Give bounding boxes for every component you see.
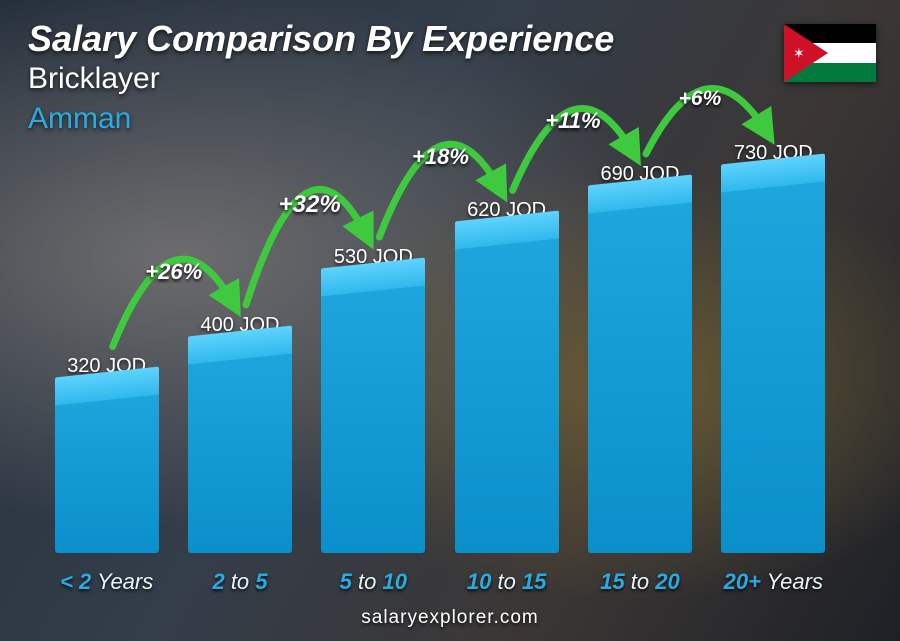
- increment-label: +6%: [679, 87, 722, 111]
- x-category: < 2 Years: [40, 569, 173, 595]
- bar-3: 620 JOD: [440, 199, 573, 553]
- x-category: 2 to 5: [173, 569, 306, 595]
- bar-shape: [455, 230, 559, 553]
- bar-shape: [188, 345, 292, 553]
- chart-title: Salary Comparison By Experience: [28, 18, 614, 60]
- bar-0: 320 JOD: [40, 355, 173, 553]
- bar-2: 530 JOD: [307, 246, 440, 553]
- bar-shape: [588, 194, 692, 553]
- chart-canvas: Salary Comparison By Experience Bricklay…: [0, 0, 900, 641]
- x-category: 15 to 20: [573, 569, 706, 595]
- bar-shape: [721, 173, 825, 553]
- bar-shape: [55, 386, 159, 553]
- x-category: 20+ Years: [707, 569, 840, 595]
- footer-source: salaryexplorer.com: [0, 607, 900, 629]
- chart-subtitle: Bricklayer: [28, 62, 614, 96]
- bar-5: 730 JOD: [707, 142, 840, 553]
- x-axis: < 2 Years2 to 55 to 1010 to 1515 to 2020…: [40, 569, 840, 595]
- bar-4: 690 JOD: [573, 163, 706, 553]
- bar-chart: 320 JOD400 JOD530 JOD620 JOD690 JOD730 J…: [40, 113, 840, 553]
- flag-jordan-icon: ✶: [784, 24, 876, 82]
- x-category: 10 to 15: [440, 569, 573, 595]
- x-category: 5 to 10: [307, 569, 440, 595]
- bar-1: 400 JOD: [173, 314, 306, 553]
- bar-shape: [321, 277, 425, 553]
